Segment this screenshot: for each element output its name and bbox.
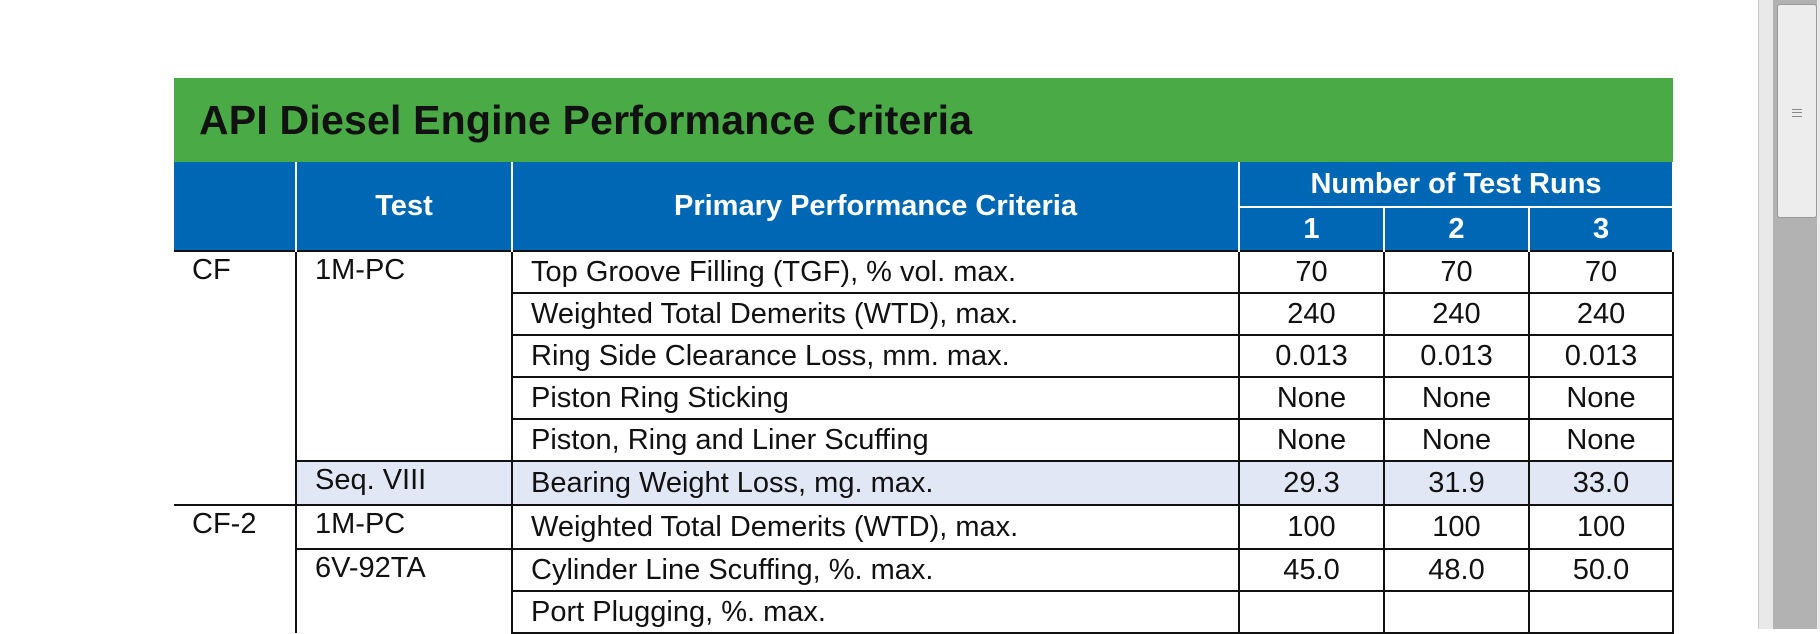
run-value-cell: None [1238,418,1385,462]
criterion-cell: Piston Ring Sticking [511,376,1240,420]
run-value-cell: 100 [1383,504,1530,550]
table-row: Ring Side Clearance Loss, mm. max. 0.013… [174,334,1675,378]
criterion-cell: Bearing Weight Loss, mg. max. [511,460,1240,506]
run-value-cell: 33.0 [1527,460,1675,506]
document-page: API Diesel Engine Performance Criteria T… [174,78,1675,634]
run-value-cell: 0.013 [1238,334,1385,378]
table-row: CF-2 1M-PC Weighted Total Demerits (WTD)… [174,504,1675,633]
table-row: CF 1M-PC Top Groove Filling (TGF), % vol… [174,250,1675,506]
test-cell: 6V-92TA [295,548,513,633]
run-value-cell: None [1527,376,1675,420]
run-value-cell: None [1527,418,1675,462]
run-value-cell [1527,590,1675,634]
run-value-cell: None [1238,376,1385,420]
run-value-cell: 50.0 [1527,548,1675,592]
criterion-cell: Ring Side Clearance Loss, mm. max. [511,334,1240,378]
run-value-cell: None [1383,376,1530,420]
criterion-cell: Piston, Ring and Liner Scuffing [511,418,1240,462]
table-row: Piston Ring Sticking None None None [174,376,1675,420]
vertical-scrollbar[interactable] [1758,0,1820,629]
criterion-cell: Weighted Total Demerits (WTD), max. [511,504,1240,550]
run-value-cell: 100 [1527,504,1675,550]
criterion-cell: Top Groove Filling (TGF), % vol. max. [511,250,1240,294]
scrollbar-thumb[interactable] [1777,4,1817,218]
header-test: Test [295,162,513,251]
run-value-cell [1383,590,1530,634]
category-cell: CF [174,250,297,506]
table-row: 6V-92TA Cylinder Line Scuffing, %. max. … [174,548,1675,633]
header-run-2: 2 [1383,207,1530,251]
table-row: Port Plugging, %. max. [174,590,1675,634]
criterion-cell: Port Plugging, %. max. [511,590,1240,634]
test-cell: 1M-PC [295,504,513,550]
category-cell: CF-2 [174,504,297,633]
test-cell: Seq. VIII [295,460,513,506]
run-value-cell: 0.013 [1527,334,1675,378]
run-value-cell: 240 [1238,292,1385,336]
run-value-cell: 48.0 [1383,548,1530,592]
table-row: Piston, Ring and Liner Scuffing None Non… [174,418,1675,462]
criterion-cell: Cylinder Line Scuffing, %. max. [511,548,1240,592]
criterion-cell: Weighted Total Demerits (WTD), max. [511,292,1240,336]
run-value-cell: 0.013 [1383,334,1530,378]
header-run-1: 1 [1238,207,1385,251]
run-value-cell: 70 [1238,250,1385,294]
criteria-table: Test Primary Performance Criteria Number… [174,162,1675,634]
run-value-cell [1238,590,1385,634]
test-cell: 1M-PC [295,250,513,462]
run-value-cell: 70 [1383,250,1530,294]
run-value-cell: 240 [1383,292,1530,336]
header-run-3: 3 [1527,207,1675,251]
run-value-cell: 31.9 [1383,460,1530,506]
grip-icon [1792,109,1802,117]
run-value-cell: 240 [1527,292,1675,336]
header-category-blank [174,162,297,251]
header-runs-group: Number of Test Runs [1237,162,1675,208]
run-value-cell: 100 [1238,504,1385,550]
run-value-cell: 70 [1527,250,1675,294]
document-title: API Diesel Engine Performance Criteria [199,96,973,143]
title-bar: API Diesel Engine Performance Criteria [174,78,1673,162]
run-value-cell: 29.3 [1238,460,1385,506]
header-criteria: Primary Performance Criteria [511,162,1240,251]
run-value-cell: None [1383,418,1530,462]
table-row: Weighted Total Demerits (WTD), max. 240 … [174,292,1675,336]
run-value-cell: 45.0 [1238,548,1385,592]
table-row: Seq. VIII Bearing Weight Loss, mg. max. … [174,460,1675,506]
